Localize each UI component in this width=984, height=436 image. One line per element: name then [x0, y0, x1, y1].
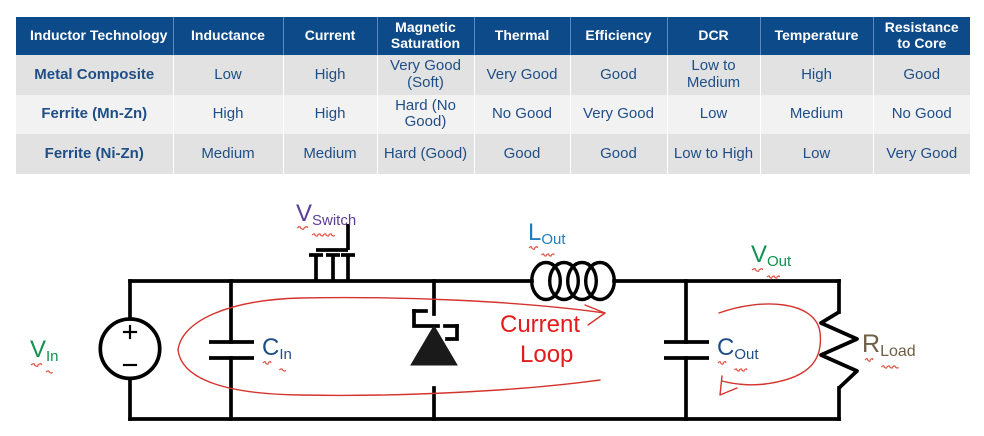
svg-text:CIn: CIn — [262, 334, 292, 363]
svg-text:RLoad: RLoad — [862, 330, 916, 360]
svg-text:LOut: LOut — [528, 219, 566, 248]
svg-text:VIn: VIn — [30, 336, 59, 365]
svg-text:Current: Current — [500, 311, 580, 338]
svg-text:Loop: Loop — [520, 341, 573, 368]
svg-text:VSwitch: VSwitch — [296, 200, 356, 229]
svg-text:COut: COut — [717, 334, 759, 363]
svg-text:VOut: VOut — [751, 241, 792, 270]
